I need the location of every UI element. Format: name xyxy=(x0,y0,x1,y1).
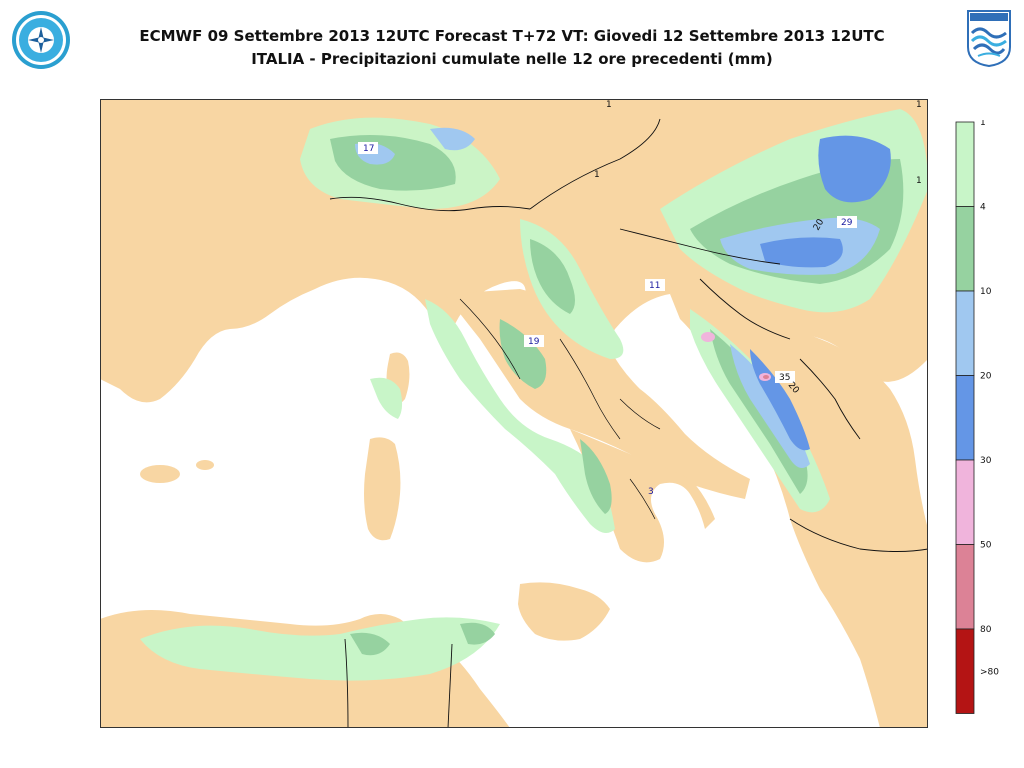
legend-swatch xyxy=(955,206,975,292)
legend-label: 50 xyxy=(980,541,992,551)
legend-swatch xyxy=(955,290,975,376)
legend-swatch xyxy=(955,375,975,461)
svg-text:11: 11 xyxy=(649,281,660,291)
legend-swatch xyxy=(955,121,975,207)
map-label: 11 xyxy=(645,279,665,291)
map-label: 1 xyxy=(594,170,600,180)
svg-text:19: 19 xyxy=(528,337,540,347)
map-label: 17 xyxy=(358,142,378,154)
land-sardinia xyxy=(364,437,401,541)
legend-label: 4 xyxy=(980,203,986,213)
precipitation-legend: 1 4 10 20 30 50 80 >80 xyxy=(955,120,999,714)
land-sicily xyxy=(518,582,610,641)
land-balkans xyxy=(670,290,928,728)
map-subtitle: ITALIA - Precipitazioni cumulate nelle 1… xyxy=(251,50,773,68)
map-label: 1 xyxy=(916,100,922,110)
meteo-service-seal-icon xyxy=(12,11,70,69)
legend-label: 20 xyxy=(980,372,992,382)
map-label: 1 xyxy=(606,100,612,110)
legend-label: 80 xyxy=(980,625,992,635)
land-italy-south xyxy=(570,429,715,563)
map-label: 35 xyxy=(775,371,795,383)
cnmca-logo-icon xyxy=(967,10,1011,67)
map-title: ECMWF 09 Settembre 2013 12UTC Forecast T… xyxy=(139,27,885,45)
svg-text:17: 17 xyxy=(363,144,374,154)
precipitation-map: 17 29 11 19 35 3 20 20 1 1 1 1 xyxy=(100,99,928,728)
map-label: 19 xyxy=(524,335,544,347)
legend-swatch xyxy=(955,544,975,630)
map-label: 29 xyxy=(837,216,857,228)
map-label: 1 xyxy=(916,176,922,186)
svg-text:29: 29 xyxy=(841,218,853,228)
svg-text:35: 35 xyxy=(779,373,790,383)
legend-swatch xyxy=(955,459,975,545)
legend-label: 10 xyxy=(980,287,992,297)
legend-label: 30 xyxy=(980,456,992,466)
map-label: 3 xyxy=(648,487,654,497)
legend-label: 1 xyxy=(980,120,986,128)
legend-label-last: >80 xyxy=(980,667,999,677)
legend-swatch xyxy=(955,628,975,714)
